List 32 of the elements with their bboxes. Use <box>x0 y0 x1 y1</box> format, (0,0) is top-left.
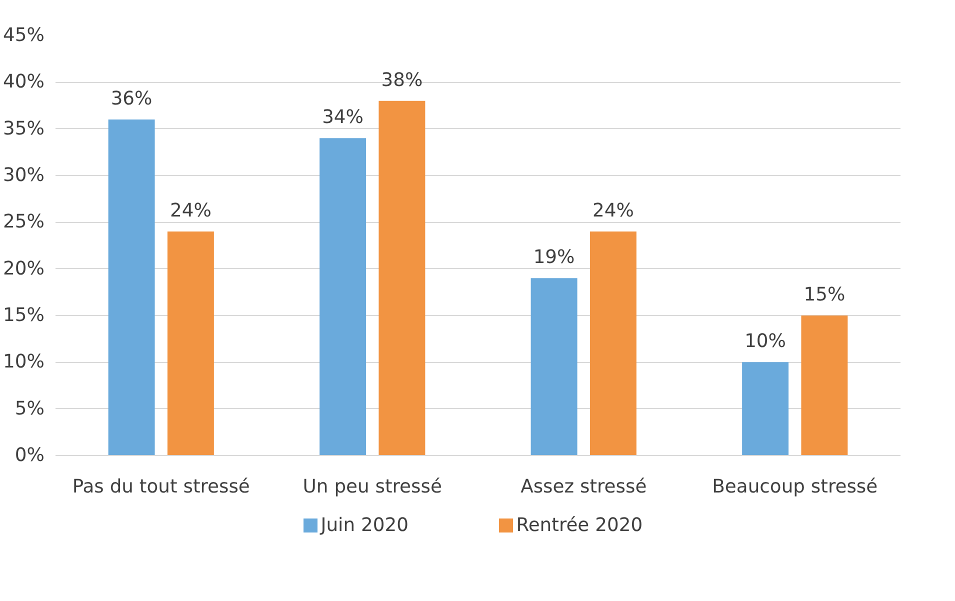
y-tick-label: 35% <box>3 118 44 140</box>
bar <box>378 100 426 456</box>
y-tick-label: 15% <box>3 305 44 326</box>
bar <box>801 316 848 456</box>
x-tick-label: Pas du tout stressé <box>72 476 250 498</box>
y-tick-label: 40% <box>3 72 44 93</box>
data-label: 10% <box>744 331 786 352</box>
x-tick-label: Assez stressé <box>520 476 647 498</box>
y-tick-label: 20% <box>3 258 44 280</box>
data-label: 15% <box>804 284 846 306</box>
legend-label: Rentrée 2020 <box>516 515 643 536</box>
y-tick-label: 30% <box>3 165 44 186</box>
bar <box>167 232 214 456</box>
data-label: 36% <box>110 88 152 110</box>
y-tick-label: 10% <box>3 352 44 373</box>
data-label: 38% <box>381 70 423 91</box>
y-tick-label: 25% <box>3 212 44 233</box>
bar <box>742 362 789 456</box>
x-tick-label: Un peu stressé <box>302 476 442 498</box>
y-tick-label: 45% <box>3 25 44 46</box>
legend-label: Juin 2020 <box>320 515 408 536</box>
data-label: 19% <box>533 247 575 268</box>
bar <box>320 138 366 456</box>
x-tick-label: Beaucoup stressé <box>712 476 878 498</box>
bar <box>590 232 636 456</box>
bar <box>108 120 155 456</box>
bar <box>530 278 578 456</box>
data-label: 24% <box>170 200 212 222</box>
data-label: 24% <box>592 200 634 222</box>
data-label: 34% <box>322 107 364 128</box>
y-tick-label: 5% <box>14 398 45 420</box>
y-tick-label: 0% <box>14 445 45 466</box>
